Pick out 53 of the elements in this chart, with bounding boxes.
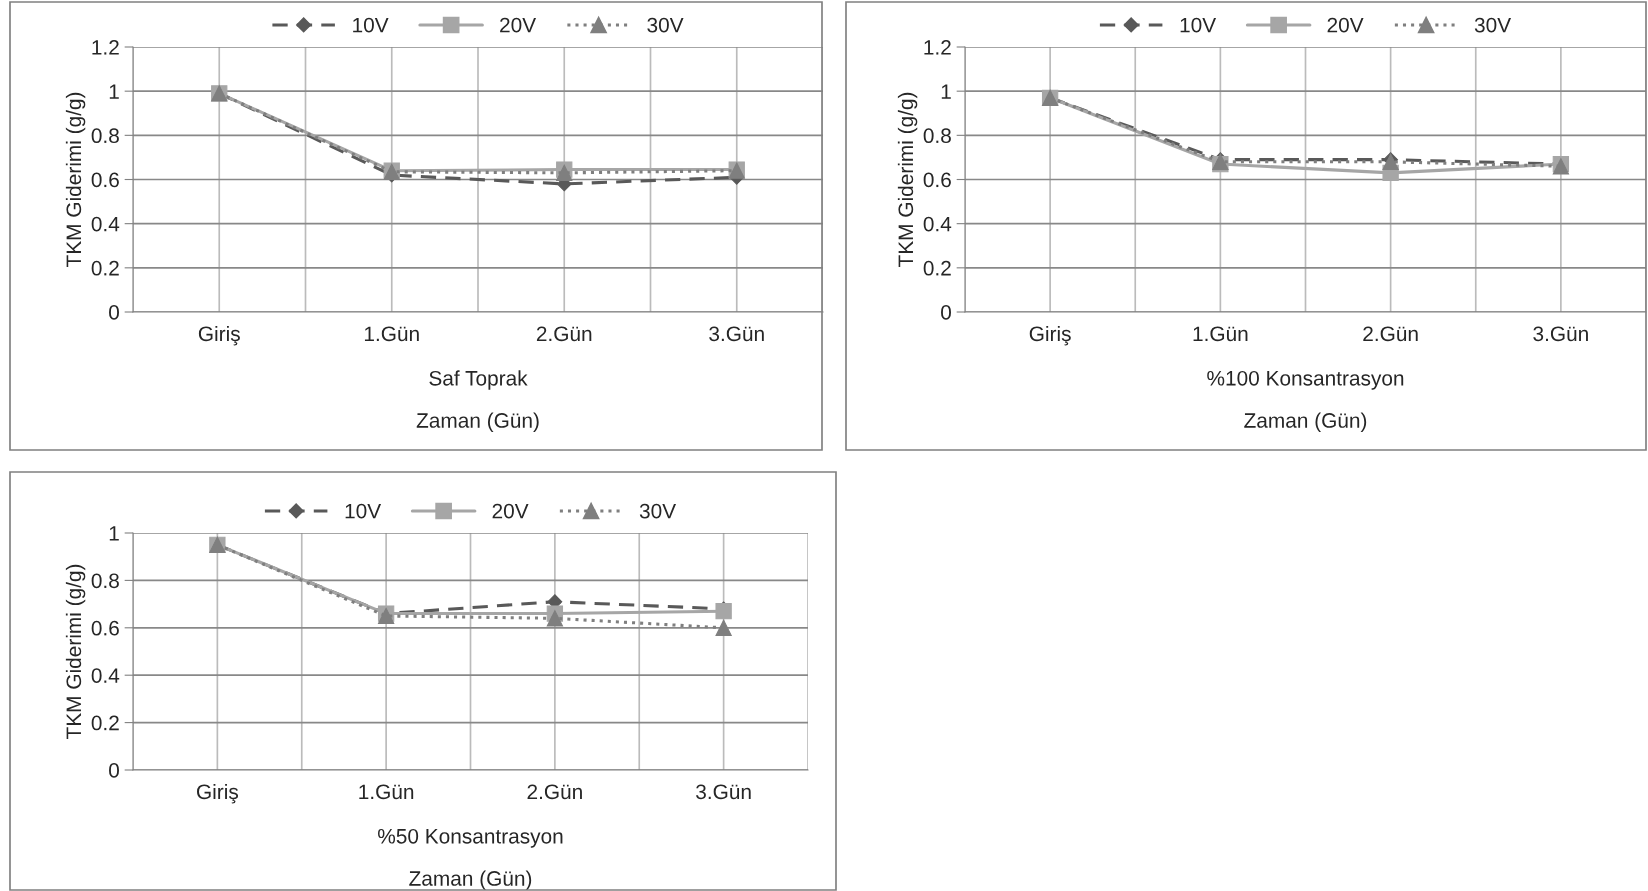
point xyxy=(546,610,564,627)
x-tick-label: 2.Gün xyxy=(536,326,592,342)
point xyxy=(715,619,732,636)
y-tick-label: 0.2 xyxy=(923,260,951,276)
y-tick-label: 0.4 xyxy=(91,216,120,232)
y-tick-label: 0.4 xyxy=(91,668,120,683)
x-tick-label: 1.Gün xyxy=(364,326,419,342)
point xyxy=(556,164,573,182)
x-tick-label: 2.Gün xyxy=(527,784,582,800)
x-axis-title: Zaman (Gün) xyxy=(1244,412,1367,432)
y-tick-label: 0.6 xyxy=(91,620,119,636)
y-tick-label: 0.8 xyxy=(91,128,119,144)
legend-label: 20V xyxy=(500,17,537,33)
legend-label: 20V xyxy=(1327,17,1364,33)
legend-label: 10V xyxy=(345,503,382,519)
y-tick-label: 0.8 xyxy=(91,573,119,589)
legend-label: 10V xyxy=(353,17,389,33)
legend-label: 30V xyxy=(647,17,684,33)
text: %100 Konsantrasyon xyxy=(1207,370,1404,390)
x-tick-label: Giriş xyxy=(198,325,240,346)
legend-label: 30V xyxy=(1474,17,1512,33)
y-tick-label: 0.4 xyxy=(923,216,952,232)
x-tick-label: 1.Gün xyxy=(1193,326,1248,342)
legend-label: 20V xyxy=(492,503,529,519)
x-axis-title: Zaman (Gün) xyxy=(416,412,539,432)
x-tick-label: 2.Gün xyxy=(1363,326,1418,342)
legend-label: 30V xyxy=(639,503,677,519)
y-tick-label: 1 xyxy=(109,526,119,541)
y-tick-label: 1 xyxy=(109,84,119,99)
x-tick-label: Giriş xyxy=(1029,325,1071,346)
y-tick-label: 0.8 xyxy=(923,128,951,144)
y-tick-label: 0 xyxy=(109,305,119,320)
y-tick-label: 0.6 xyxy=(91,172,119,188)
y-tick-label: 0.2 xyxy=(91,715,119,731)
x-tick-label: 3.Gün xyxy=(696,784,751,800)
y-axis-title: TKM Giderimi (g/g) xyxy=(65,92,86,267)
x-tick-label: 1.Gün xyxy=(359,784,414,800)
text: Saf Toprak xyxy=(429,370,528,390)
y-tick-label: 1 xyxy=(941,84,951,99)
x-tick-label: 3.Gün xyxy=(709,326,764,342)
y-tick-label: 1.2 xyxy=(924,40,951,55)
legend-label: 10V xyxy=(1180,17,1217,33)
y-tick-label: 0 xyxy=(941,305,951,320)
y-tick-label: 0.6 xyxy=(923,172,951,188)
y-axis-title: TKM Giderimi (g/g) xyxy=(897,92,918,267)
y-tick-label: 0.2 xyxy=(91,260,119,276)
x-tick-label: Giriş xyxy=(197,783,239,804)
x-axis-title: Zaman (Gün) xyxy=(409,870,532,890)
text: %50 Konsantrasyon xyxy=(378,828,563,848)
y-tick-label: 0 xyxy=(109,763,119,778)
y-tick-label: 1.2 xyxy=(92,40,119,55)
x-tick-label: 3.Gün xyxy=(1533,326,1588,342)
y-axis-title: TKM Giderimi (g/g) xyxy=(65,564,86,739)
